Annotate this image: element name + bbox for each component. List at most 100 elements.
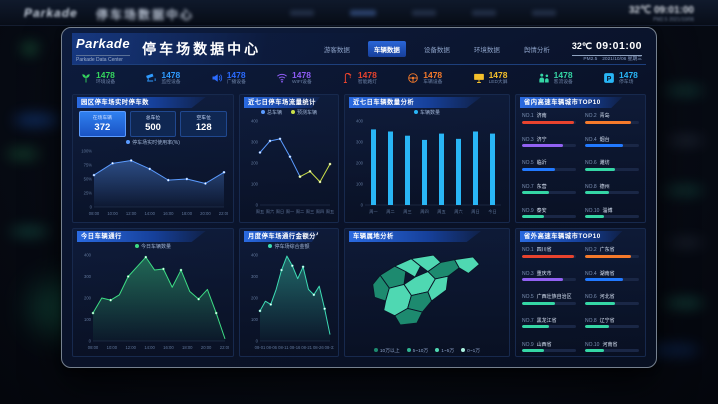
data-point (268, 139, 272, 143)
map-district (454, 256, 480, 274)
axis-tick: 08-11 (278, 345, 289, 350)
progress-track (585, 325, 639, 329)
axis-tick: 100 (356, 182, 364, 187)
panel-title: 省内高速车辆城市TOP10 (520, 97, 623, 108)
brand-subtitle: Parkade Data Center (76, 54, 131, 63)
top10-item: NO.7 黑龙江省 (522, 317, 576, 329)
axis-tick: 300 (84, 274, 92, 279)
legend-dot-icon (435, 347, 440, 352)
axis-tick: 18:00 (182, 211, 193, 216)
progress-fill (522, 215, 544, 218)
background-nav-pill (532, 10, 556, 16)
nav-tab[interactable]: 环境数据 (473, 46, 500, 54)
stat-value: 1478 (96, 69, 115, 80)
axis-tick: 100 (251, 317, 259, 322)
region-name: 东营 (536, 183, 547, 190)
axis-tick: 周四 (316, 209, 324, 215)
progress-fill (522, 349, 544, 352)
axis-tick: 400 (251, 253, 259, 258)
nav-tab[interactable]: 游客数据 (323, 46, 350, 54)
axis-tick: 100 (251, 182, 259, 187)
axis-tick: 20:00 (200, 211, 211, 216)
stat-item: P 1478 停车场 (603, 70, 638, 86)
progress-fill (585, 301, 615, 305)
background-glow (22, 44, 38, 53)
data-point (204, 182, 207, 185)
stat-item: 1478 智能路灯 (342, 70, 377, 86)
panel-title: 车辆属地分析 (349, 231, 482, 242)
data-point (162, 267, 165, 271)
background-glow (14, 115, 60, 125)
leaf-icon (82, 74, 90, 83)
pm-label: PM2.5 (583, 56, 598, 62)
legend-item: 停车场综合金额 (268, 243, 310, 250)
axis-tick: 08-06 (266, 345, 277, 350)
progress-fill (522, 120, 574, 124)
panel-weekly-vehicles: 近七日车辆数量分析 车辆数量 400 300 200 100 0 周一 周二 周三 周四 周五 周六… (344, 94, 510, 223)
nav-tab[interactable]: 车辆数据 (367, 40, 406, 57)
axis-tick: 0 (361, 203, 364, 208)
area-fill (94, 160, 224, 207)
axis-tick: 16:00 (163, 345, 174, 350)
logo: Parkade Parkade Data Center (76, 35, 131, 63)
parking-stat-box: 在场车辆 372 (79, 111, 126, 137)
data-point (144, 255, 148, 259)
data-point (269, 303, 273, 306)
axis-tick: 今日 (488, 208, 496, 215)
legend-item: 总车辆 (260, 109, 282, 116)
rank-label: NO.7 (522, 183, 534, 190)
stat-item: 1478 LED大屏 (473, 70, 508, 86)
panel-title: 近七日停车场流量统计 (244, 97, 321, 108)
data-point (214, 311, 218, 315)
background-meta: PM2.5 2021/10/06 (653, 17, 694, 23)
data-point (290, 264, 294, 268)
nav-tab[interactable]: 舆情分析 (523, 46, 550, 54)
svg-text:P: P (607, 75, 612, 83)
background-glow (668, 138, 704, 143)
axis-tick: 08-31 (325, 345, 334, 350)
parking-stat-box: 总车位 500 (129, 111, 177, 137)
data-point (92, 173, 96, 177)
panel-vehicle-origin-map: 车辆属地分析 (344, 228, 510, 357)
background-nav-pill (290, 10, 314, 16)
axis-tick: 08-26 (313, 345, 324, 350)
data-point (288, 155, 292, 159)
chart-legend: 停车场综合金额 (244, 242, 334, 251)
rank-label: NO.4 (585, 136, 597, 143)
panel-weekly-flow: 近七日停车场流量统计 总车辆 预测车辆 400 300 200 100 0 周五 周六 周日 周一… (239, 94, 339, 223)
axis-tick: 08:00 (88, 345, 99, 350)
area-fill (260, 256, 330, 341)
progress-fill (585, 120, 631, 124)
map-district (394, 307, 423, 326)
axis-tick: 0 (90, 205, 93, 210)
lamp-icon (343, 72, 352, 83)
bar (473, 131, 478, 205)
legend-dot-icon (260, 110, 265, 114)
rank-label: NO.6 (585, 160, 597, 167)
map-legend-item: 1~5万 (435, 347, 454, 354)
box-label: 空车位 (196, 116, 211, 121)
top10-item: NO.2 广东省 (585, 246, 639, 258)
stat-label: 车辆设备 (423, 80, 443, 86)
data-point (222, 170, 226, 174)
dashboard-card: Parkade Parkade Data Center 停车场数据中心 游客数据… (61, 27, 657, 368)
top10-item: NO.3 济宁 (522, 136, 576, 148)
map-legend-item: 10万以上 (373, 347, 400, 354)
nav-tab[interactable]: 设备数据 (423, 46, 450, 54)
data-point (129, 159, 133, 162)
region-name: 四川省 (536, 247, 552, 253)
legend-item: 今日车辆数量 (134, 243, 171, 250)
progress-track (585, 278, 639, 282)
panel-top10-out-province: 省外高速车辆城市TOP10 NO.1 四川省 NO.2 广东省 NO.3 重庆市 NO.4 湖… (515, 228, 646, 357)
axis-tick: 周一 (369, 209, 377, 215)
progress-fill (585, 144, 623, 148)
rank-label: NO.4 (585, 270, 597, 277)
main-nav: 游客数据 车辆数据 设备数据 环境数据 舆情分析 (318, 40, 556, 57)
stat-label: WIFI设备 (292, 80, 312, 86)
map-legend-item: 0~1万 (461, 347, 480, 354)
region-name: 济宁 (536, 136, 547, 143)
region-name: 潍坊 (599, 160, 610, 167)
stat-label: 客流设备 (553, 80, 573, 86)
rank-label: NO.3 (522, 270, 534, 277)
rank-label: NO.8 (585, 317, 597, 324)
